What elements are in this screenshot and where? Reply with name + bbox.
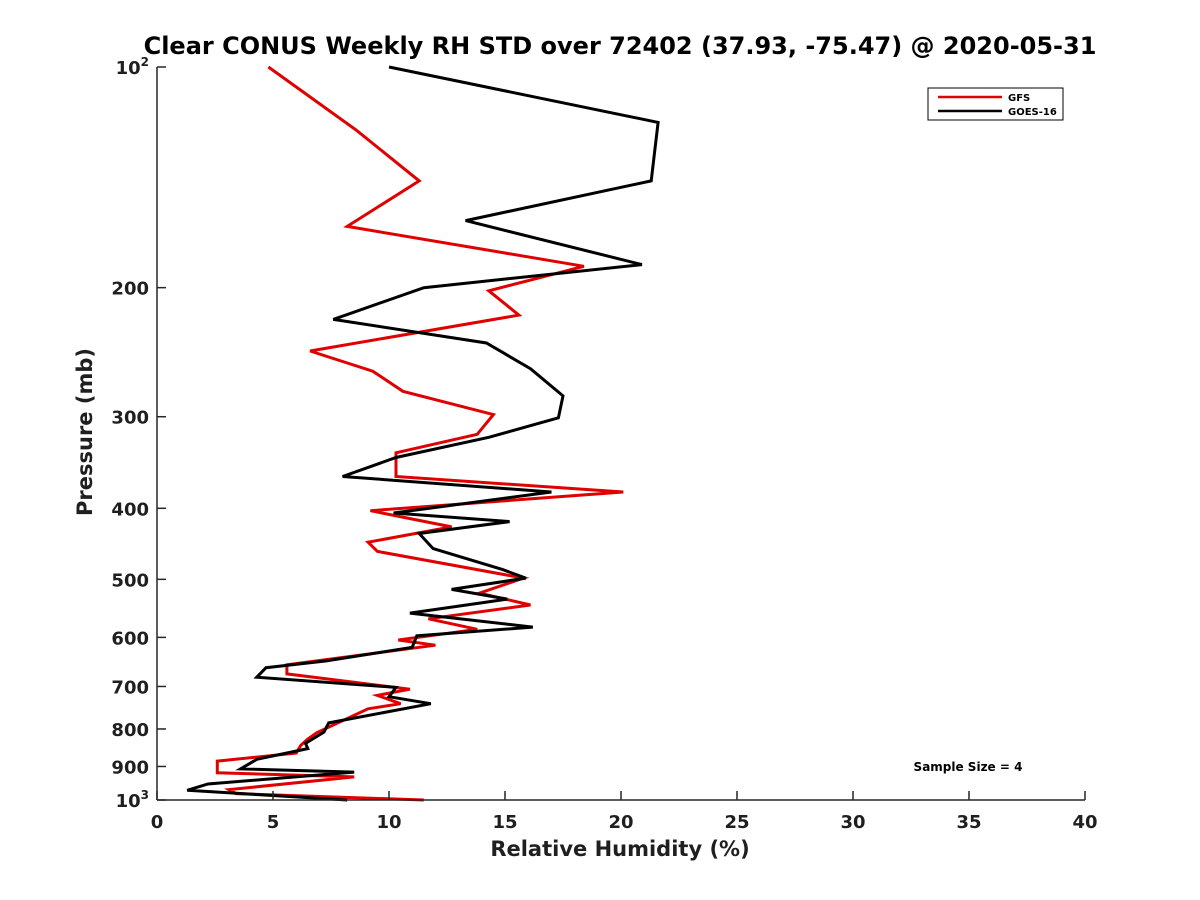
y-axis: 102 200 300 400 500 600 700 800 900 103	[111, 55, 166, 812]
y-tick-label: 102	[116, 55, 149, 79]
y-tick-label: 900	[111, 757, 149, 778]
y-axis-label: Pressure (mb)	[73, 348, 97, 516]
legend-label-goes16: GOES-16	[1008, 107, 1057, 118]
y-tick-label: 103	[116, 788, 149, 812]
x-axis-label: Relative Humidity (%)	[490, 837, 749, 861]
x-axis: 0 5 10 15 20 25 30 35 40	[151, 791, 1098, 833]
x-tick-label: 20	[608, 812, 633, 833]
x-tick-label: 5	[267, 812, 280, 833]
x-tick-label: 25	[724, 812, 749, 833]
series-line-gfs	[215, 65, 624, 802]
x-tick-label: 10	[376, 812, 401, 833]
y-tick-label: 500	[111, 570, 149, 591]
y-tick-label: 400	[111, 499, 149, 520]
plot-lines	[186, 65, 660, 802]
y-tick-label: 700	[111, 677, 149, 698]
chart-title: Clear CONUS Weekly RH STD over 72402 (37…	[144, 32, 1097, 60]
y-tick-label: 300	[111, 408, 149, 429]
y-tick-label: 600	[111, 628, 149, 649]
legend: GFS GOES-16	[927, 87, 1064, 121]
x-tick-label: 0	[151, 812, 164, 833]
y-tick-label: 200	[111, 279, 149, 300]
legend-box	[927, 87, 1064, 121]
series-line-goes16	[186, 65, 660, 802]
y-tick-label: 800	[111, 720, 149, 741]
x-tick-label: 40	[1072, 812, 1097, 833]
legend-label-gfs: GFS	[1008, 93, 1030, 104]
x-tick-label: 15	[492, 812, 517, 833]
sample-size-annotation: Sample Size = 4	[914, 760, 1023, 774]
x-tick-label: 30	[840, 812, 865, 833]
x-tick-label: 35	[956, 812, 981, 833]
